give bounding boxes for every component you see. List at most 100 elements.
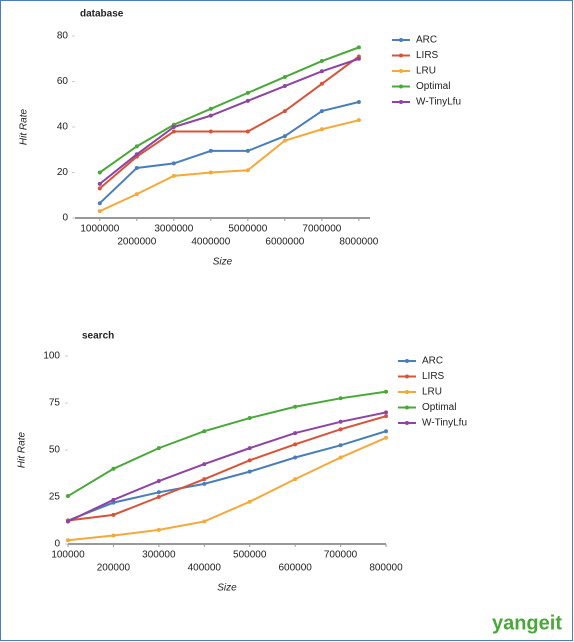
data-point [282, 138, 287, 143]
y-tick-label: 80 [57, 31, 69, 42]
legend-label: LRU [416, 66, 436, 77]
legend-label: LRU [422, 387, 442, 398]
data-point [171, 173, 176, 178]
series-line [99, 57, 360, 185]
legend-dot [399, 69, 403, 73]
chart-title: database [80, 9, 124, 20]
legend-dot [399, 38, 403, 42]
data-point [338, 396, 343, 401]
data-point [282, 109, 287, 114]
legend-dot [405, 390, 409, 394]
series-line [67, 436, 387, 542]
legend-dot [405, 374, 409, 379]
x-tick-label: 1000000 [80, 224, 119, 235]
data-point [134, 144, 139, 149]
data-point [202, 429, 207, 434]
y-tick-label: 20 [57, 167, 69, 178]
legend-label: W-TinyLfu [422, 418, 467, 429]
data-point [134, 152, 139, 157]
data-point [356, 99, 361, 104]
data-point [97, 201, 102, 206]
legend-dot [399, 84, 403, 89]
legend-label: W-TinyLfu [416, 97, 461, 108]
x-tick-label: 200000 [97, 563, 131, 574]
data-point [202, 481, 207, 486]
data-point [156, 479, 161, 484]
data-point [208, 113, 213, 118]
data-point [156, 495, 161, 499]
data-point [384, 429, 388, 434]
legend-label: Optimal [416, 81, 450, 92]
data-point [97, 209, 102, 214]
y-tick-label: 40 [57, 122, 69, 133]
x-tick-label: 500000 [233, 550, 267, 561]
data-point [247, 499, 252, 504]
data-point [208, 106, 213, 111]
data-point [208, 129, 213, 134]
data-point [245, 98, 250, 103]
data-point [356, 45, 361, 50]
data-point [282, 84, 287, 89]
data-point [111, 466, 116, 471]
data-point [293, 477, 298, 482]
x-tick-label: 8000000 [339, 237, 378, 248]
data-point [247, 416, 252, 421]
data-point [282, 134, 287, 139]
watermark: yangeit [492, 612, 562, 634]
x-tick-label: 300000 [142, 550, 176, 561]
data-point [319, 109, 324, 114]
data-point [202, 519, 207, 524]
series-line [67, 430, 387, 522]
series-line [67, 415, 387, 522]
data-point [111, 500, 116, 505]
data-point [156, 527, 161, 532]
x-tick-label: 3000000 [154, 224, 193, 235]
y-tick-label: 50 [49, 445, 61, 456]
data-point [247, 458, 252, 463]
x-tick-label: 100000 [51, 550, 85, 561]
y-tick-label: 60 [57, 76, 69, 87]
data-point [156, 446, 161, 451]
y-tick-label: 25 [49, 492, 61, 503]
data-point [134, 192, 139, 197]
data-point [282, 74, 287, 79]
legend-dot [399, 53, 403, 58]
x-tick-label: 6000000 [265, 237, 304, 248]
series-line [99, 46, 360, 174]
data-point [97, 186, 102, 191]
x-tick-label: 2000000 [117, 237, 156, 248]
data-point [171, 129, 176, 134]
data-point [384, 389, 388, 394]
legend-label: Optimal [422, 402, 456, 413]
x-tick-label: 800000 [369, 563, 403, 574]
data-point [293, 404, 298, 409]
data-point [293, 455, 298, 460]
data-point [384, 414, 388, 419]
data-point [97, 170, 102, 175]
data-point [384, 410, 388, 415]
data-point [247, 446, 252, 451]
series-line [99, 55, 360, 190]
x-tick-label: 600000 [278, 563, 312, 574]
data-point [293, 431, 298, 436]
data-point [247, 469, 252, 474]
y-tick-label: 0 [54, 539, 60, 550]
data-point [338, 419, 343, 424]
x-tick-label: 700000 [324, 550, 358, 561]
data-point [66, 519, 70, 524]
y-axis-label: Hit Rate [19, 109, 30, 146]
data-point [202, 477, 207, 482]
legend-dot [405, 405, 409, 410]
data-point [319, 81, 324, 86]
y-axis-label: Hit Rate [17, 432, 28, 469]
data-point [356, 56, 361, 61]
data-point [171, 125, 176, 129]
data-point [97, 181, 102, 186]
data-point [245, 148, 250, 153]
data-point [171, 161, 176, 166]
chart-title: search [82, 331, 114, 342]
data-point [66, 494, 70, 499]
data-point [66, 538, 70, 543]
